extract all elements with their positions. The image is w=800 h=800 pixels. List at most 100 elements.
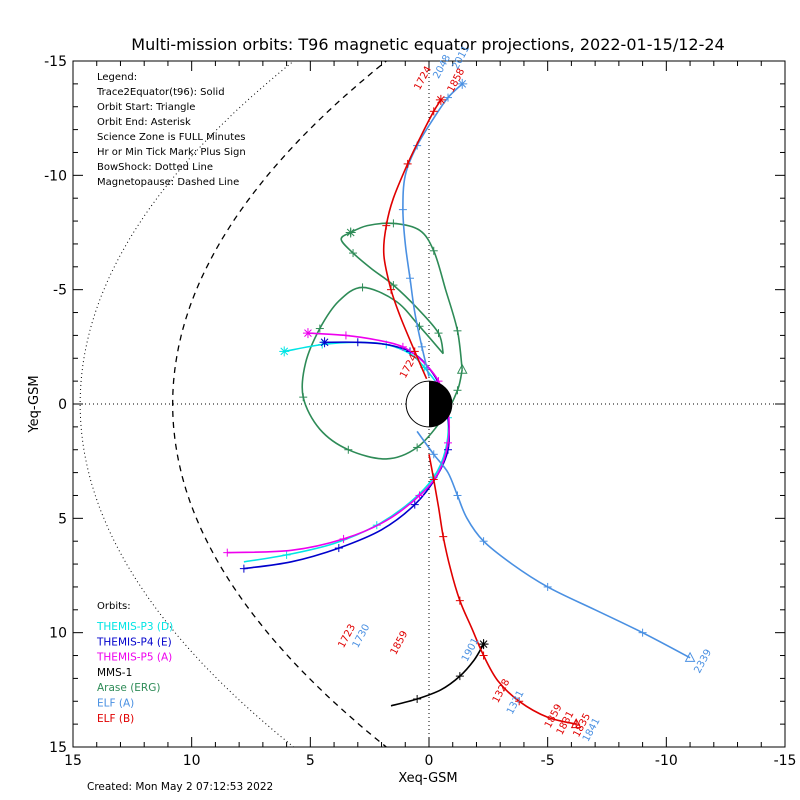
legend-line: Science Zone is FULL Minutes bbox=[97, 132, 246, 143]
orbit-start-triangle bbox=[570, 718, 582, 729]
tick-mark-plus bbox=[382, 221, 391, 230]
orbit-trace bbox=[243, 341, 450, 570]
tick-mark-plus bbox=[479, 651, 488, 660]
tick-mark-plus bbox=[398, 205, 407, 214]
orbit-end-asterisk bbox=[457, 78, 468, 89]
orbit-end-asterisk bbox=[435, 94, 446, 105]
tick-mark-plus bbox=[429, 107, 438, 116]
legend-line: Trace2Equator(t96): Solid bbox=[96, 87, 225, 98]
orbit-start-triangle bbox=[684, 651, 696, 662]
orbit-end-asterisk bbox=[302, 328, 313, 339]
orbit-legend-item: THEMIS-P5 (A) bbox=[96, 652, 172, 664]
tick-mark-plus bbox=[413, 443, 422, 452]
tick-mark-plus bbox=[455, 596, 464, 605]
x-tick-label: -10 bbox=[655, 753, 678, 769]
x-tick-label: 5 bbox=[306, 753, 315, 769]
orbit-end-asterisk bbox=[279, 346, 290, 357]
tick-mark-plus bbox=[344, 445, 353, 454]
legend-line: Legend: bbox=[97, 72, 137, 83]
orbit-mms-1 bbox=[390, 639, 489, 707]
orbit-end-label: 1859 bbox=[389, 629, 411, 657]
tick-mark-plus bbox=[417, 342, 426, 351]
orbit-end-label: 1724 bbox=[412, 64, 434, 92]
orbit-legend-item: THEMIS-P4 (E) bbox=[96, 636, 172, 648]
tick-mark-plus bbox=[638, 628, 647, 637]
legend-block: Legend: Trace2Equator(t96): Solid Orbit St… bbox=[96, 72, 246, 188]
orbit-end-label: 1724 bbox=[398, 353, 420, 381]
orbit-legend-item: ELF (A) bbox=[97, 698, 134, 710]
orbit-trace bbox=[382, 99, 442, 380]
orbits-header: Orbits: bbox=[97, 601, 131, 612]
y-tick-label: -5 bbox=[53, 283, 67, 299]
orbit-legend-item: ELF (B) bbox=[97, 713, 134, 725]
tick-mark-plus bbox=[353, 338, 362, 347]
orbit-legend-item: Arase (ERG) bbox=[97, 682, 160, 694]
orbit-trace bbox=[227, 332, 450, 554]
y-axis-label: Yeq-GSM bbox=[27, 375, 42, 433]
tick-mark-plus bbox=[453, 491, 462, 500]
magnetopause-line bbox=[172, 61, 388, 747]
orbit-end-label: 2339 bbox=[692, 648, 714, 676]
orbit-elf-a- bbox=[398, 78, 696, 662]
tick-mark-plus bbox=[429, 450, 438, 459]
orbit-end-label: 1901 bbox=[460, 636, 482, 664]
tick-mark-plus bbox=[299, 393, 308, 402]
x-tick-label: -5 bbox=[541, 753, 555, 769]
y-tick-label: -10 bbox=[44, 168, 67, 184]
x-axis-label: Xeq-GSM bbox=[398, 771, 457, 786]
orbit-trace bbox=[301, 286, 463, 460]
tick-mark-plus bbox=[403, 159, 412, 168]
tick-mark-plus bbox=[223, 548, 232, 557]
legend-line: Magnetopause: Dashed Line bbox=[97, 177, 239, 188]
y-tick-label: 0 bbox=[58, 397, 67, 413]
tick-mark-plus bbox=[315, 324, 324, 333]
tick-mark-plus bbox=[334, 544, 343, 553]
orbit-trace bbox=[402, 83, 463, 377]
chart-title: Multi-mission orbits: T96 magnetic equat… bbox=[131, 35, 724, 54]
tick-mark-plus bbox=[387, 285, 396, 294]
tick-mark-plus bbox=[429, 475, 438, 484]
orbit-start-triangle bbox=[456, 363, 468, 374]
tick-mark-plus bbox=[406, 274, 415, 283]
tick-mark-plus bbox=[341, 331, 350, 340]
orbit-end-asterisk bbox=[478, 639, 489, 650]
orbit-elf-b- bbox=[382, 94, 582, 729]
orbit-legend-item: MMS-1 bbox=[97, 667, 132, 679]
orbit-end-asterisk bbox=[319, 337, 330, 348]
boundaries bbox=[79, 61, 388, 747]
orbit-trace bbox=[390, 643, 485, 707]
tick-mark-plus bbox=[239, 564, 248, 573]
orbit-trace bbox=[416, 430, 691, 659]
tick-mark-plus bbox=[543, 582, 552, 591]
tick-mark-plus bbox=[389, 281, 398, 290]
tick-mark-plus bbox=[398, 342, 407, 351]
x-tick-label: 15 bbox=[64, 753, 82, 769]
tick-mark-plus bbox=[453, 386, 462, 395]
x-tick-label: 10 bbox=[183, 753, 201, 769]
tick-mark-plus bbox=[358, 283, 367, 292]
orbit-arase-erg- bbox=[299, 219, 468, 460]
tick-mark-plus bbox=[455, 672, 464, 681]
tick-mark-plus bbox=[339, 534, 348, 543]
orbit-themis-p5-a- bbox=[223, 328, 452, 557]
tick-mark-plus bbox=[349, 249, 358, 258]
orbit-legend-item: THEMIS-P3 (D) bbox=[96, 621, 173, 633]
created-timestamp: Created: Mon May 2 07:12:53 2022 bbox=[87, 781, 273, 793]
tick-mark-plus bbox=[434, 329, 443, 338]
tick-mark-plus bbox=[410, 500, 419, 509]
x-tick-label: -15 bbox=[774, 753, 797, 769]
legend-line: Orbit End: Asterisk bbox=[97, 117, 191, 128]
tick-mark-plus bbox=[443, 438, 452, 447]
tick-mark-plus bbox=[410, 347, 419, 356]
tick-mark-plus bbox=[413, 694, 422, 703]
orbit-trace bbox=[243, 341, 450, 563]
orbit-end-asterisk bbox=[345, 227, 356, 238]
legend-line: Orbit Start: Triangle bbox=[97, 102, 195, 113]
earth-icon bbox=[405, 380, 453, 428]
orbit-end-label: 1328 bbox=[491, 677, 513, 705]
y-tick-label: -15 bbox=[44, 54, 67, 70]
tick-mark-plus bbox=[443, 93, 452, 102]
orbit-end-label: 1858 bbox=[446, 67, 468, 95]
